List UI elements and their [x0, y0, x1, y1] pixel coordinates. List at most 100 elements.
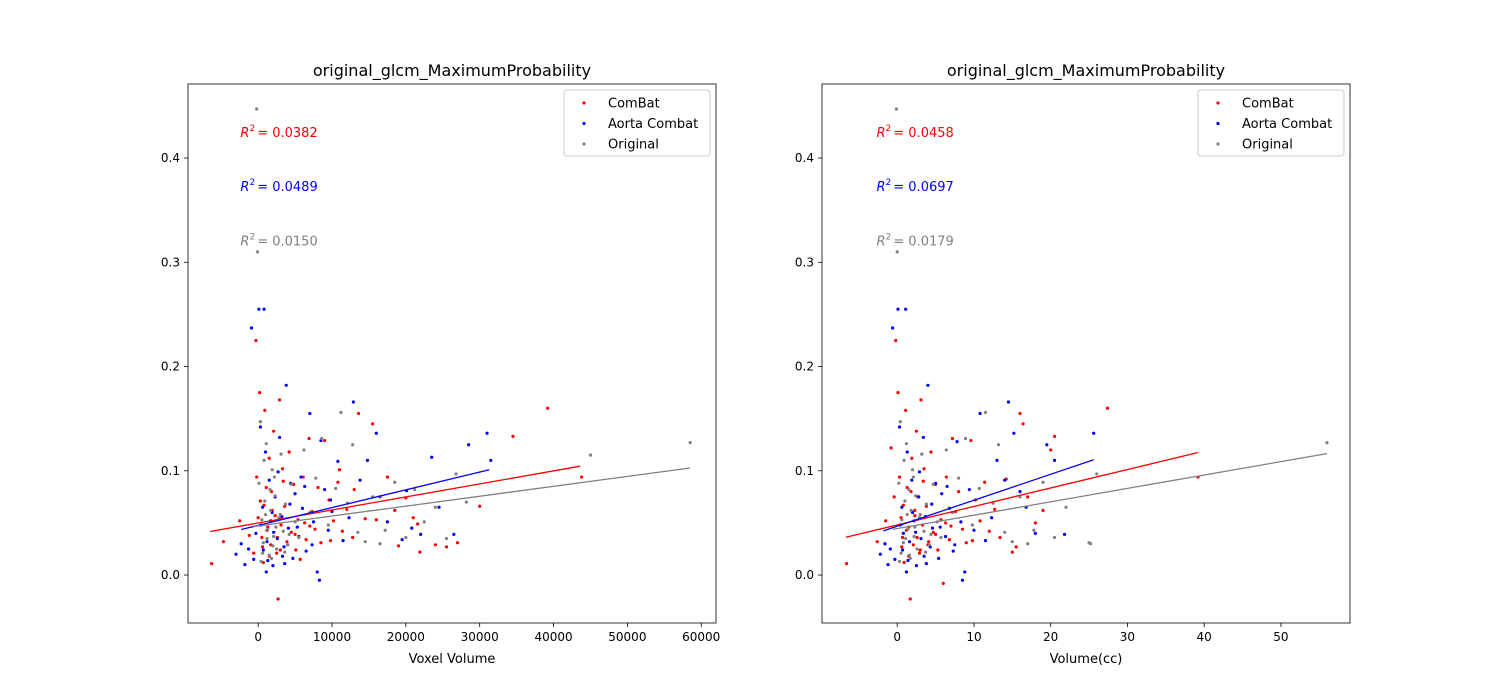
data-point: [950, 436, 955, 441]
data-point: [897, 425, 902, 429]
data-point: [323, 487, 327, 492]
plot-area: [187, 83, 717, 624]
data-point: [289, 482, 293, 486]
data-point: [340, 529, 344, 533]
data-point: [963, 436, 968, 441]
superscript-2: 2: [886, 124, 892, 134]
data-point: [280, 467, 285, 471]
data-point: [993, 507, 997, 511]
data-point: [970, 539, 975, 543]
plot-area: [821, 83, 1351, 624]
data-point: [906, 558, 910, 563]
data-point: [269, 508, 273, 513]
data-point: [915, 547, 919, 551]
data-point: [255, 250, 260, 254]
data-point: [252, 557, 256, 562]
data-point: [1049, 448, 1053, 452]
data-point: [262, 307, 266, 311]
data-point: [454, 472, 458, 476]
data-point: [267, 553, 271, 557]
data-point: [282, 545, 286, 549]
data-point: [897, 481, 901, 485]
data-point: [910, 468, 915, 472]
data-point: [967, 487, 971, 492]
data-point: [987, 529, 991, 533]
data-point: [328, 498, 333, 502]
data-point: [875, 540, 879, 544]
data-point: [485, 431, 489, 435]
regression-line-combat: [210, 465, 581, 533]
data-point: [957, 476, 961, 480]
legend-marker: [1216, 101, 1220, 105]
data-point: [260, 551, 265, 555]
data-point: [904, 536, 908, 541]
data-point: [320, 436, 324, 441]
data-point: [275, 536, 279, 541]
r-symbol: R: [876, 234, 885, 249]
r-squared-annotation: R2 = 0.0458: [876, 124, 953, 141]
data-point: [919, 398, 923, 402]
data-point: [272, 534, 276, 539]
data-point: [1041, 508, 1045, 513]
data-point: [433, 543, 437, 547]
data-point: [422, 520, 426, 524]
data-point: [1021, 422, 1025, 426]
data-point: [955, 439, 959, 444]
data-point: [300, 506, 305, 510]
x-axis-label: Volume(cc): [1050, 652, 1123, 667]
data-point: [363, 517, 367, 521]
data-point: [931, 482, 935, 486]
data-point: [588, 453, 593, 457]
data-point: [884, 519, 888, 523]
data-point: [283, 550, 287, 554]
data-point: [904, 307, 908, 311]
data-point: [893, 557, 897, 562]
r-squared-value: = 0.0458: [893, 126, 954, 141]
data-point: [464, 500, 468, 504]
data-point: [283, 561, 287, 566]
data-point: [267, 456, 271, 460]
data-point: [900, 505, 904, 509]
data-point: [351, 443, 355, 447]
regression-line-aorta-combat: [241, 469, 490, 531]
r-symbol: R: [876, 180, 885, 195]
data-point: [929, 532, 933, 536]
data-point: [263, 450, 268, 454]
data-point: [275, 551, 279, 555]
x-tick-label: 50000: [608, 630, 646, 644]
data-point: [977, 486, 981, 491]
x-axis-label: Voxel Volume: [409, 652, 496, 667]
data-point: [277, 435, 282, 440]
data-point: [990, 516, 994, 520]
data-point: [385, 520, 389, 524]
data-point: [272, 530, 276, 534]
data-point: [900, 518, 904, 522]
data-point: [302, 448, 306, 452]
r-squared-value: = 0.0489: [257, 180, 318, 195]
data-point: [896, 307, 900, 311]
data-point: [266, 527, 270, 531]
data-point: [313, 527, 317, 531]
r-squared-value: = 0.0382: [257, 126, 318, 141]
series-original: [894, 107, 1329, 564]
data-point: [960, 527, 965, 531]
data-point: [924, 550, 928, 554]
y-tick-label: 0.1: [795, 464, 814, 478]
data-point: [907, 540, 912, 544]
x-tick-label: 20: [1043, 630, 1058, 644]
data-point: [489, 458, 493, 462]
data-point: [267, 478, 271, 482]
data-point: [844, 561, 849, 566]
data-point: [983, 480, 987, 484]
data-point: [1033, 521, 1037, 525]
data-point: [913, 514, 917, 518]
data-point: [303, 484, 307, 489]
data-point: [277, 516, 281, 520]
data-point: [963, 570, 967, 574]
data-point: [271, 564, 275, 568]
x-tick-label: 40: [1197, 630, 1212, 644]
data-point: [944, 448, 948, 452]
data-point: [1006, 400, 1011, 404]
data-point: [924, 561, 928, 566]
data-point: [900, 545, 904, 549]
